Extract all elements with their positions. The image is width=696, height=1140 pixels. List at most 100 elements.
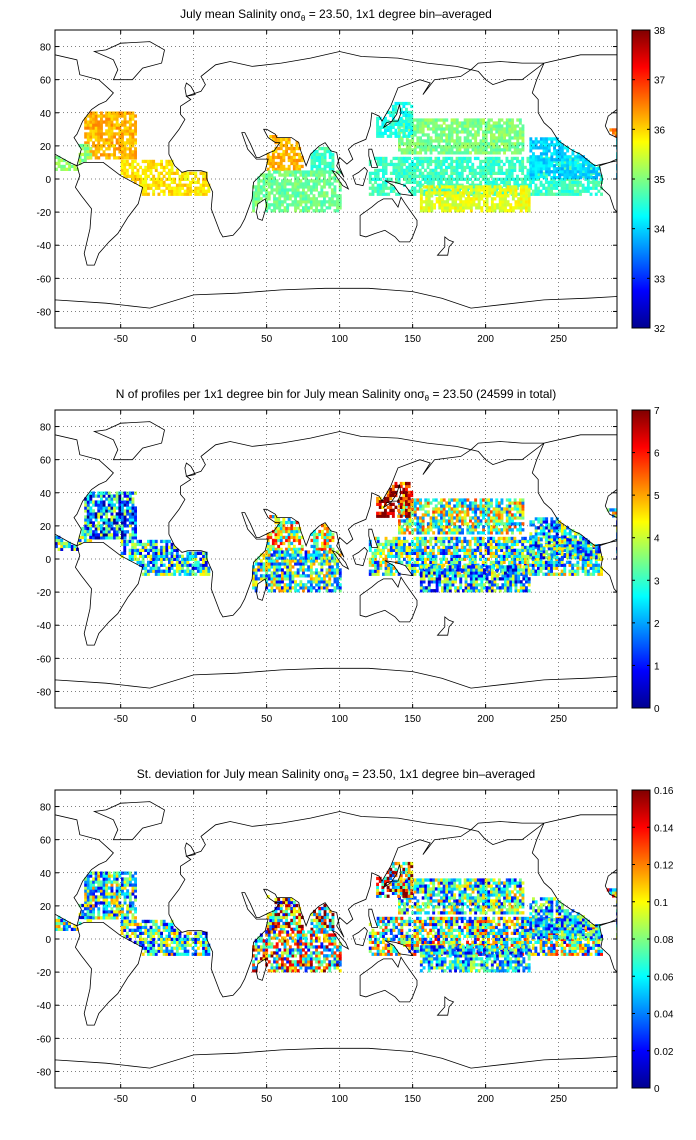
data-cell [336, 209, 339, 213]
data-cell [302, 565, 305, 569]
data-cell [181, 566, 184, 570]
data-cell [429, 536, 433, 541]
data-cell [408, 168, 412, 172]
data-cell [537, 161, 541, 165]
data-cell [469, 133, 472, 137]
data-cell [432, 498, 436, 502]
data-cell [579, 164, 583, 168]
data-cell [254, 571, 258, 575]
data-cell [568, 180, 572, 184]
data-cell [418, 551, 422, 555]
data-cell [113, 153, 116, 157]
data-cell [544, 177, 548, 181]
data-cell [275, 562, 279, 566]
data-cell [139, 183, 142, 187]
data-cell [445, 504, 449, 508]
data-cell [121, 509, 124, 513]
data-cell [463, 118, 467, 122]
data-cell [285, 140, 288, 145]
data-cell [292, 155, 296, 160]
data-cell [105, 129, 109, 133]
data-cell [304, 203, 308, 207]
data-cell [267, 203, 271, 207]
data-cell [285, 152, 288, 157]
data-cell [181, 192, 184, 196]
data-cell [270, 185, 274, 189]
data-cell [558, 192, 561, 196]
data-cell [550, 189, 553, 193]
data-cell [270, 571, 274, 575]
data-cell [440, 127, 443, 131]
data-cell [402, 505, 406, 509]
data-cell [495, 498, 499, 502]
data-cell [455, 121, 459, 125]
coastline-sumatra [331, 169, 350, 190]
data-cell [576, 183, 580, 187]
data-cell [290, 143, 294, 148]
data-cell [299, 179, 303, 183]
data-cell [134, 156, 137, 160]
data-cell [400, 548, 404, 552]
chart-title: N of profiles per 1x1 degree bin for Jul… [116, 387, 556, 403]
data-cell [100, 497, 103, 501]
data-cell [309, 562, 313, 566]
data-cell [410, 165, 414, 170]
data-cell [481, 171, 485, 175]
data-cell [286, 550, 290, 554]
data-cell [92, 533, 95, 537]
data-cell [463, 130, 467, 134]
data-cell [462, 206, 465, 210]
data-cell [183, 189, 187, 193]
data-cell [312, 194, 316, 198]
data-cell [274, 535, 278, 540]
data-cell [426, 557, 430, 561]
data-cell [374, 572, 377, 576]
data-cell [537, 176, 541, 180]
chart-title-subscript: θ [425, 394, 430, 403]
data-cell [313, 544, 316, 549]
data-cell [544, 186, 548, 190]
data-cell [267, 173, 271, 177]
data-cell [371, 189, 375, 193]
data-cell [481, 177, 485, 181]
data-cell [442, 519, 446, 523]
data-cell [403, 142, 407, 146]
data-cell [473, 168, 477, 172]
data-cell [450, 151, 454, 155]
data-cell [461, 504, 464, 508]
data-cell [416, 124, 420, 128]
data-cell [315, 182, 318, 186]
data-cell [100, 515, 103, 519]
data-cell [282, 152, 286, 157]
data-cell [558, 183, 561, 187]
data-cell [379, 162, 383, 167]
data-cell [307, 553, 311, 557]
data-cell [281, 194, 284, 198]
data-cell [115, 500, 119, 504]
data-cell [281, 589, 284, 593]
data-cell [518, 118, 522, 122]
data-cell [302, 574, 305, 578]
data-cell [107, 156, 111, 160]
data-cell [526, 186, 530, 190]
data-cell [281, 179, 284, 183]
data-cell [405, 539, 409, 544]
data-cell [458, 510, 462, 514]
data-cell [455, 525, 459, 529]
data-cell [391, 487, 395, 492]
data-cell [447, 177, 451, 181]
data-cell [300, 547, 304, 551]
data-cell [459, 206, 463, 210]
data-cell [274, 529, 278, 534]
data-cell [376, 131, 379, 135]
data-cell [269, 164, 273, 169]
data-cell [439, 162, 443, 167]
data-cell [464, 188, 468, 192]
data-cell [376, 539, 380, 544]
data-cell [437, 151, 441, 155]
data-cell [368, 171, 372, 175]
data-cell [482, 513, 485, 517]
data-cell [307, 574, 311, 578]
data-cell [426, 145, 430, 149]
data-cell [121, 506, 124, 510]
